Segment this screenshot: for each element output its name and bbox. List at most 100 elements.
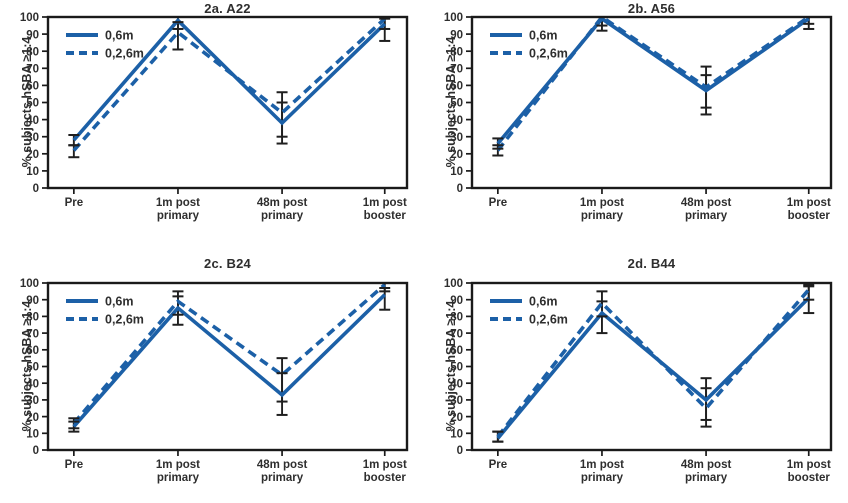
chart-title-2d: 2d. B44 [627, 256, 676, 271]
y-tick-label: 70 [450, 328, 463, 340]
legend-label: 0,2,6m [529, 313, 568, 327]
y-tick-label: 10 [450, 166, 463, 178]
x-tick-label: primary [685, 210, 728, 222]
series-line-dashed [72, 283, 386, 425]
x-tick-label: booster [788, 472, 831, 484]
y-tick-label: 70 [26, 328, 39, 340]
chart-panel-2a: 2a. A22 % subjects hSBA ≥1:4 0 10 20 30 40 50… [0, 0, 424, 251]
chart-panel-2c: 2c. B24 % subjects hSBA ≥1:4 0 10 20 30 40 50… [0, 251, 424, 503]
x-tick-label: 48m post [257, 459, 308, 471]
legend-label: 0,6m [105, 29, 134, 43]
y-tick-label: 80 [26, 46, 39, 58]
y-tick-label: 90 [26, 295, 39, 307]
y-tick-label: 70 [450, 64, 463, 76]
y-tick-label: 100 [20, 278, 39, 290]
y-tick-label: 40 [450, 115, 463, 127]
legend-label: 0,6m [529, 295, 558, 309]
x-tick-label: 1m post [580, 197, 624, 209]
chart-title-2a: 2a. A22 [204, 1, 251, 16]
series-line-dashed [496, 288, 811, 438]
x-tick-label: 1m post [156, 459, 200, 471]
y-tick-label: 60 [450, 345, 463, 357]
x-tick-label: primary [685, 472, 728, 484]
x-tick-label: booster [788, 210, 831, 222]
x-tick-label: 1m post [156, 197, 200, 209]
x-tick-label: 1m post [363, 459, 407, 471]
y-tick-label: 30 [26, 395, 39, 407]
y-tick-label: 0 [457, 445, 463, 457]
y-tick-label: 20 [26, 149, 39, 161]
x-tick-label: 48m post [681, 459, 732, 471]
x-tick-label: primary [261, 472, 304, 484]
legend-label: 0,2,6m [529, 47, 568, 61]
y-tick-label: 80 [26, 312, 39, 324]
y-tick-label: 0 [33, 183, 39, 195]
legend-label: 0,2,6m [105, 47, 144, 61]
x-tick-label: primary [581, 210, 624, 222]
y-tick-label: 10 [26, 166, 39, 178]
y-tick-label: 90 [450, 295, 463, 307]
chart-title-2c: 2c. B24 [204, 256, 251, 271]
x-tick-label: 1m post [787, 459, 831, 471]
y-tick-label: 40 [26, 115, 39, 127]
plot-border [46, 15, 409, 190]
legend-label: 0,2,6m [105, 313, 144, 327]
y-tick-label: 40 [450, 378, 463, 390]
x-tick-label: 1m post [787, 197, 831, 209]
y-tick-label: 40 [26, 378, 39, 390]
y-tick-label: 10 [26, 429, 39, 441]
x-tick-label: Pre [489, 197, 508, 209]
y-tick-label: 50 [450, 98, 463, 110]
x-tick-label: primary [157, 210, 200, 222]
x-tick-label: Pre [65, 459, 84, 471]
y-tick-label: 90 [450, 29, 463, 41]
series-line-solid [496, 16, 810, 145]
x-tick-label: 1m post [363, 197, 407, 209]
y-tick-label: 80 [450, 46, 463, 58]
y-tick-label: 60 [26, 345, 39, 357]
y-tick-label: 100 [20, 12, 39, 24]
chart-title-2b: 2b. A56 [627, 1, 676, 16]
y-tick-label: 20 [26, 412, 39, 424]
y-tick-label: 50 [26, 98, 39, 110]
y-tick-label: 0 [457, 183, 463, 195]
y-tick-label: 30 [26, 132, 39, 144]
plot-border [470, 15, 833, 190]
x-tick-label: 48m post [681, 197, 732, 209]
y-tick-label: 60 [450, 81, 463, 93]
chart-panel-2b: 2b. A56 % subjects hSBA ≥1:4 0 10 20 30 40 50… [424, 0, 848, 251]
y-tick-label: 30 [450, 132, 463, 144]
x-tick-label: booster [364, 472, 407, 484]
legend-label: 0,6m [105, 295, 134, 309]
y-tick-label: 0 [33, 445, 39, 457]
x-tick-label: Pre [65, 197, 84, 209]
y-tick-label: 30 [450, 395, 463, 407]
x-tick-label: primary [581, 472, 624, 484]
x-tick-label: 48m post [257, 197, 308, 209]
chart-panel-2d: 2d. B44 % subjects hSBA ≥1:4 0 10 20 30 40 50… [424, 251, 848, 503]
y-tick-label: 90 [26, 29, 39, 41]
y-tick-label: 60 [26, 81, 39, 93]
plot-border [470, 281, 833, 452]
series-line-dashed [496, 14, 810, 152]
y-tick-label: 80 [450, 312, 463, 324]
x-tick-label: primary [157, 472, 200, 484]
y-tick-label: 100 [444, 278, 463, 290]
x-tick-label: Pre [489, 459, 508, 471]
legend-label: 0,6m [529, 29, 558, 43]
x-tick-label: 1m post [580, 459, 624, 471]
y-tick-label: 50 [450, 362, 463, 374]
y-tick-label: 20 [450, 412, 463, 424]
series-line-solid [72, 293, 386, 428]
y-tick-label: 20 [450, 149, 463, 161]
plot-border [46, 281, 409, 452]
y-tick-label: 70 [26, 64, 39, 76]
series-line-dashed [72, 17, 386, 152]
y-tick-label: 50 [26, 362, 39, 374]
x-tick-label: booster [364, 210, 407, 222]
